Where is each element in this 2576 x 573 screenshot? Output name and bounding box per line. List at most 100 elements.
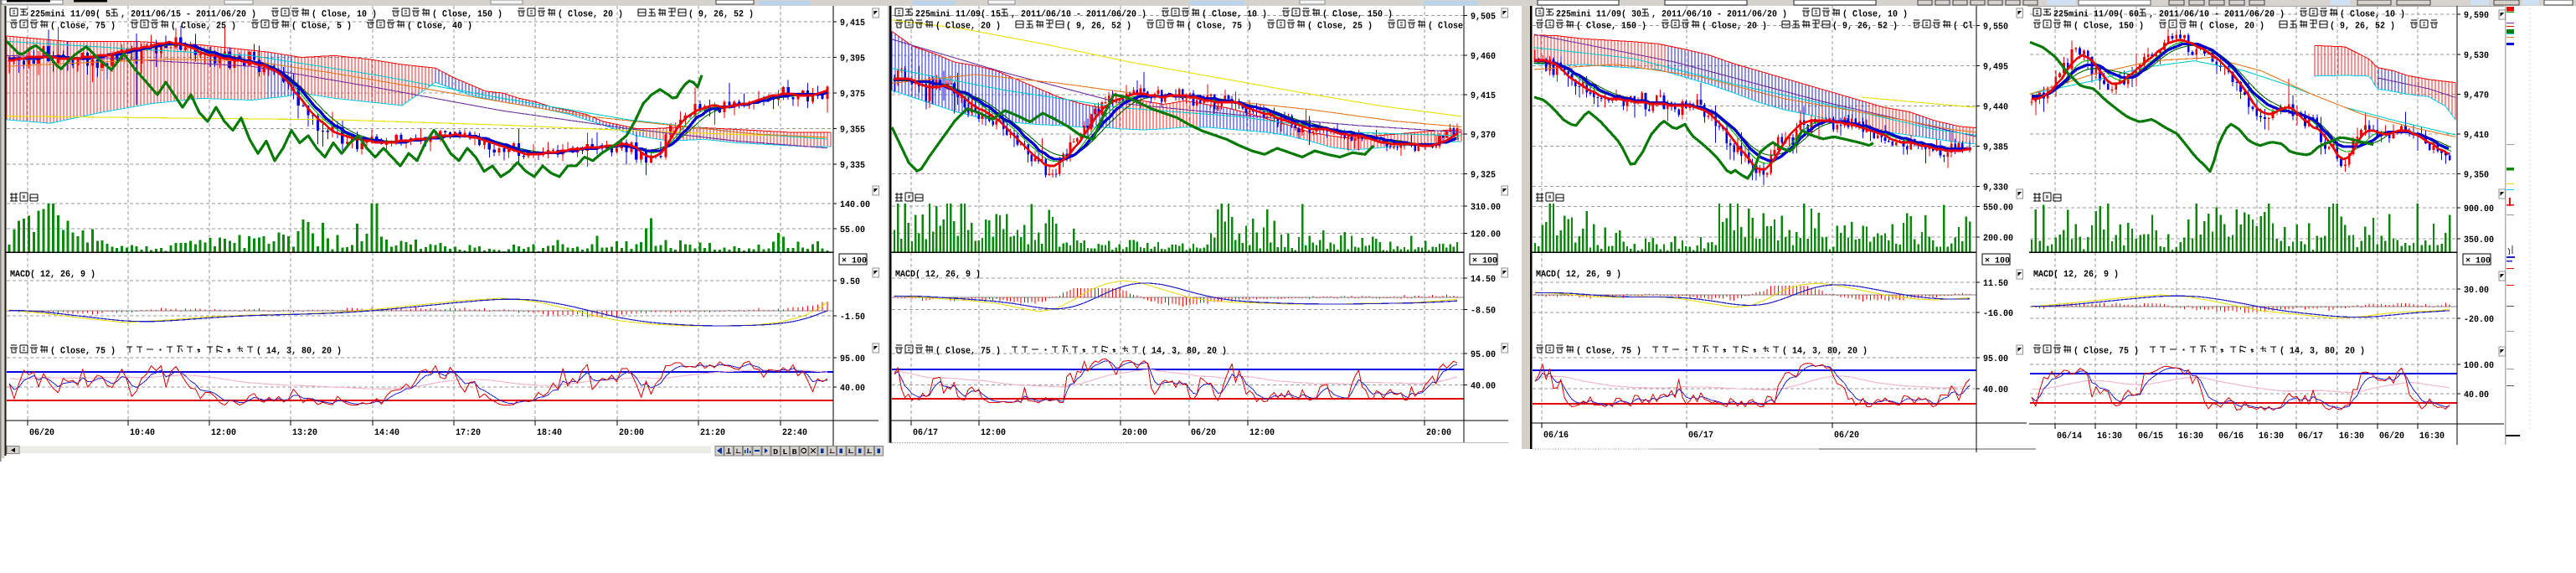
svg-text:( Close, 75 ): ( Close, 75 ) — [50, 22, 131, 32]
svg-text:16:30: 16:30 — [2259, 431, 2284, 441]
svg-text:9,530: 9,530 — [2464, 51, 2489, 61]
svg-text:06/16: 06/16 — [2218, 431, 2244, 441]
svg-text:, 2011/06/10 - 2011/06/20 ): , 2011/06/10 - 2011/06/20 ) — [1011, 10, 1162, 20]
svg-text:350.00: 350.00 — [2464, 235, 2494, 245]
svg-text:06/16: 06/16 — [1543, 431, 1569, 441]
svg-text:( Close, 75 ): ( Close, 75 ) — [1576, 347, 1651, 357]
svg-text:, 2011/06/10 - 2011/06/20 ): , 2011/06/10 - 2011/06/20 ) — [1651, 10, 1802, 20]
svg-text:( Close, 75 ): ( Close, 75 ) — [935, 347, 1011, 357]
svg-text:-16.00: -16.00 — [1983, 309, 2013, 319]
svg-text:9,470: 9,470 — [2464, 91, 2489, 101]
svg-text:12:00: 12:00 — [981, 428, 1006, 438]
svg-text:( Close, 20 ): ( Close, 20 ) — [1702, 22, 1782, 32]
svg-text:( Close, 20 ): ( Close, 20 ) — [935, 22, 1016, 32]
svg-text:16:30: 16:30 — [2097, 431, 2122, 441]
svg-text:14:40: 14:40 — [374, 428, 399, 438]
svg-text:95.00: 95.00 — [840, 354, 865, 364]
svg-text:( Close, 20 ): ( Close, 20 ) — [2199, 22, 2280, 32]
svg-text:20:00: 20:00 — [1426, 428, 1451, 438]
svg-text:( 14, 3, 80, 20 ): ( 14, 3, 80, 20 ) — [1782, 347, 1868, 357]
svg-text:20:00: 20:00 — [1122, 428, 1147, 438]
svg-text:225mini 11/09( 15: 225mini 11/09( 15 — [915, 10, 1001, 20]
svg-text:40.00: 40.00 — [1471, 382, 1496, 392]
svg-text:( Close, 75 ): ( Close, 75 ) — [1187, 22, 1267, 32]
svg-text:120.00: 120.00 — [1471, 230, 1501, 240]
svg-text:× 100: × 100 — [842, 257, 867, 266]
svg-text:9,385: 9,385 — [1983, 143, 2008, 153]
svg-text:14.50: 14.50 — [1471, 275, 1496, 285]
svg-text:( 9, 26, 52 ): ( 9, 26, 52 ) — [688, 10, 754, 20]
svg-text:200.00: 200.00 — [1983, 234, 2013, 244]
svg-text:L: L — [782, 448, 787, 457]
svg-text:40.00: 40.00 — [2464, 390, 2489, 400]
svg-text:9,370: 9,370 — [1471, 131, 1496, 141]
svg-text:06/14: 06/14 — [2057, 431, 2082, 441]
svg-text:× 100: × 100 — [2465, 257, 2491, 266]
svg-text:06/20: 06/20 — [1834, 431, 1859, 441]
svg-text:( 9, 26, 52 ): ( 9, 26, 52 ) — [1832, 22, 1913, 32]
svg-text:20:00: 20:00 — [619, 428, 644, 438]
svg-text:( Close, 150 ): ( Close, 150 ) — [1322, 10, 1393, 20]
svg-text:9,355: 9,355 — [840, 126, 865, 136]
svg-text:9.50: 9.50 — [840, 277, 860, 287]
svg-text:55.00: 55.00 — [840, 225, 865, 235]
svg-text:-8.50: -8.50 — [1471, 307, 1496, 317]
svg-text:( Close, 150 ): ( Close, 150 ) — [2074, 22, 2159, 32]
svg-text:06/20: 06/20 — [29, 428, 54, 438]
svg-text:9,550: 9,550 — [1983, 23, 2008, 33]
svg-text:06/20: 06/20 — [1191, 428, 1216, 438]
svg-text:9,330: 9,330 — [1983, 183, 2008, 194]
svg-text:( Close, 40 ): ( Close, 40 ) — [407, 22, 472, 32]
svg-text:9,350: 9,350 — [2464, 171, 2489, 181]
svg-text:( Close, 25 ): ( Close, 25 ) — [1307, 22, 1388, 32]
svg-text:( Close, 10 ): ( Close, 10 ) — [1202, 10, 1282, 20]
svg-text:( Close, 10 ): ( Close, 10 ) — [312, 10, 392, 20]
svg-text:225mini 11/09( 30: 225mini 11/09( 30 — [1556, 10, 1641, 20]
svg-text:MACD( 12, 26, 9 ): MACD( 12, 26, 9 ) — [2033, 270, 2119, 280]
svg-text:40.00: 40.00 — [1983, 385, 2008, 395]
svg-text:06/17: 06/17 — [2298, 431, 2323, 441]
svg-text:9,415: 9,415 — [840, 18, 865, 28]
svg-text:( 14, 3, 80, 20 ): ( 14, 3, 80, 20 ) — [2280, 347, 2365, 357]
svg-text:-20.00: -20.00 — [2464, 315, 2494, 325]
svg-text:9,505: 9,505 — [1471, 13, 1496, 23]
svg-text:( 14, 3, 80, 20 ): ( 14, 3, 80, 20 ) — [256, 347, 342, 357]
svg-text:16:30: 16:30 — [2339, 431, 2364, 441]
svg-text:9,495: 9,495 — [1983, 63, 2008, 73]
svg-text:900.00: 900.00 — [2464, 204, 2494, 214]
svg-text:11.50: 11.50 — [1983, 279, 2008, 289]
svg-text:9,460: 9,460 — [1471, 52, 1496, 62]
svg-text:12:00: 12:00 — [1249, 428, 1275, 438]
svg-text:100.00: 100.00 — [2464, 361, 2494, 371]
svg-text:140.00: 140.00 — [840, 200, 870, 210]
svg-text:22:40: 22:40 — [782, 428, 807, 438]
svg-text:225mini 11/09( 5: 225mini 11/09( 5 — [30, 10, 111, 20]
svg-text:16:30: 16:30 — [2419, 431, 2445, 441]
svg-text:( Close, 150 ): ( Close, 150 ) — [1576, 22, 1662, 32]
svg-text:× 100: × 100 — [1472, 257, 1497, 266]
svg-text:17:20: 17:20 — [456, 428, 481, 438]
svg-text:( Close, 10 ): ( Close, 10 ) — [2340, 10, 2405, 20]
svg-text:9,325: 9,325 — [1471, 170, 1496, 180]
svg-text:550.00: 550.00 — [1983, 204, 2013, 214]
svg-text:06/17: 06/17 — [1688, 431, 1713, 441]
svg-text:( Close: ( Close — [1428, 22, 1463, 32]
svg-text:MACD( 12, 26, 9 ): MACD( 12, 26, 9 ) — [895, 270, 981, 280]
svg-text:06/17: 06/17 — [913, 428, 938, 438]
svg-text:21:20: 21:20 — [700, 428, 725, 438]
svg-text:16:30: 16:30 — [2178, 431, 2203, 441]
svg-text:12:00: 12:00 — [211, 428, 236, 438]
svg-text:9,440: 9,440 — [1983, 103, 2008, 113]
svg-text:( 9, 26, 52 ): ( 9, 26, 52 ) — [2330, 22, 2410, 32]
svg-text:D: D — [773, 448, 779, 457]
svg-text:225mini 11/09( 60: 225mini 11/09( 60 — [2053, 10, 2139, 20]
svg-text:( Cl: ( Cl — [1953, 22, 1973, 32]
svg-text:( 14, 3, 80, 20 ): ( 14, 3, 80, 20 ) — [1141, 347, 1227, 357]
svg-text:, 2011/06/10 - 2011/06/20 ): , 2011/06/10 - 2011/06/20 ) — [2149, 10, 2300, 20]
svg-text:( Close, 5 ): ( Close, 5 ) — [291, 22, 367, 32]
svg-text:( Close, 75 ): ( Close, 75 ) — [50, 347, 126, 357]
svg-text:310.00: 310.00 — [1471, 203, 1501, 213]
svg-text:B: B — [792, 448, 798, 457]
svg-text:( Close, 75 ): ( Close, 75 ) — [2074, 347, 2149, 357]
svg-text:-1.50: -1.50 — [840, 312, 865, 323]
